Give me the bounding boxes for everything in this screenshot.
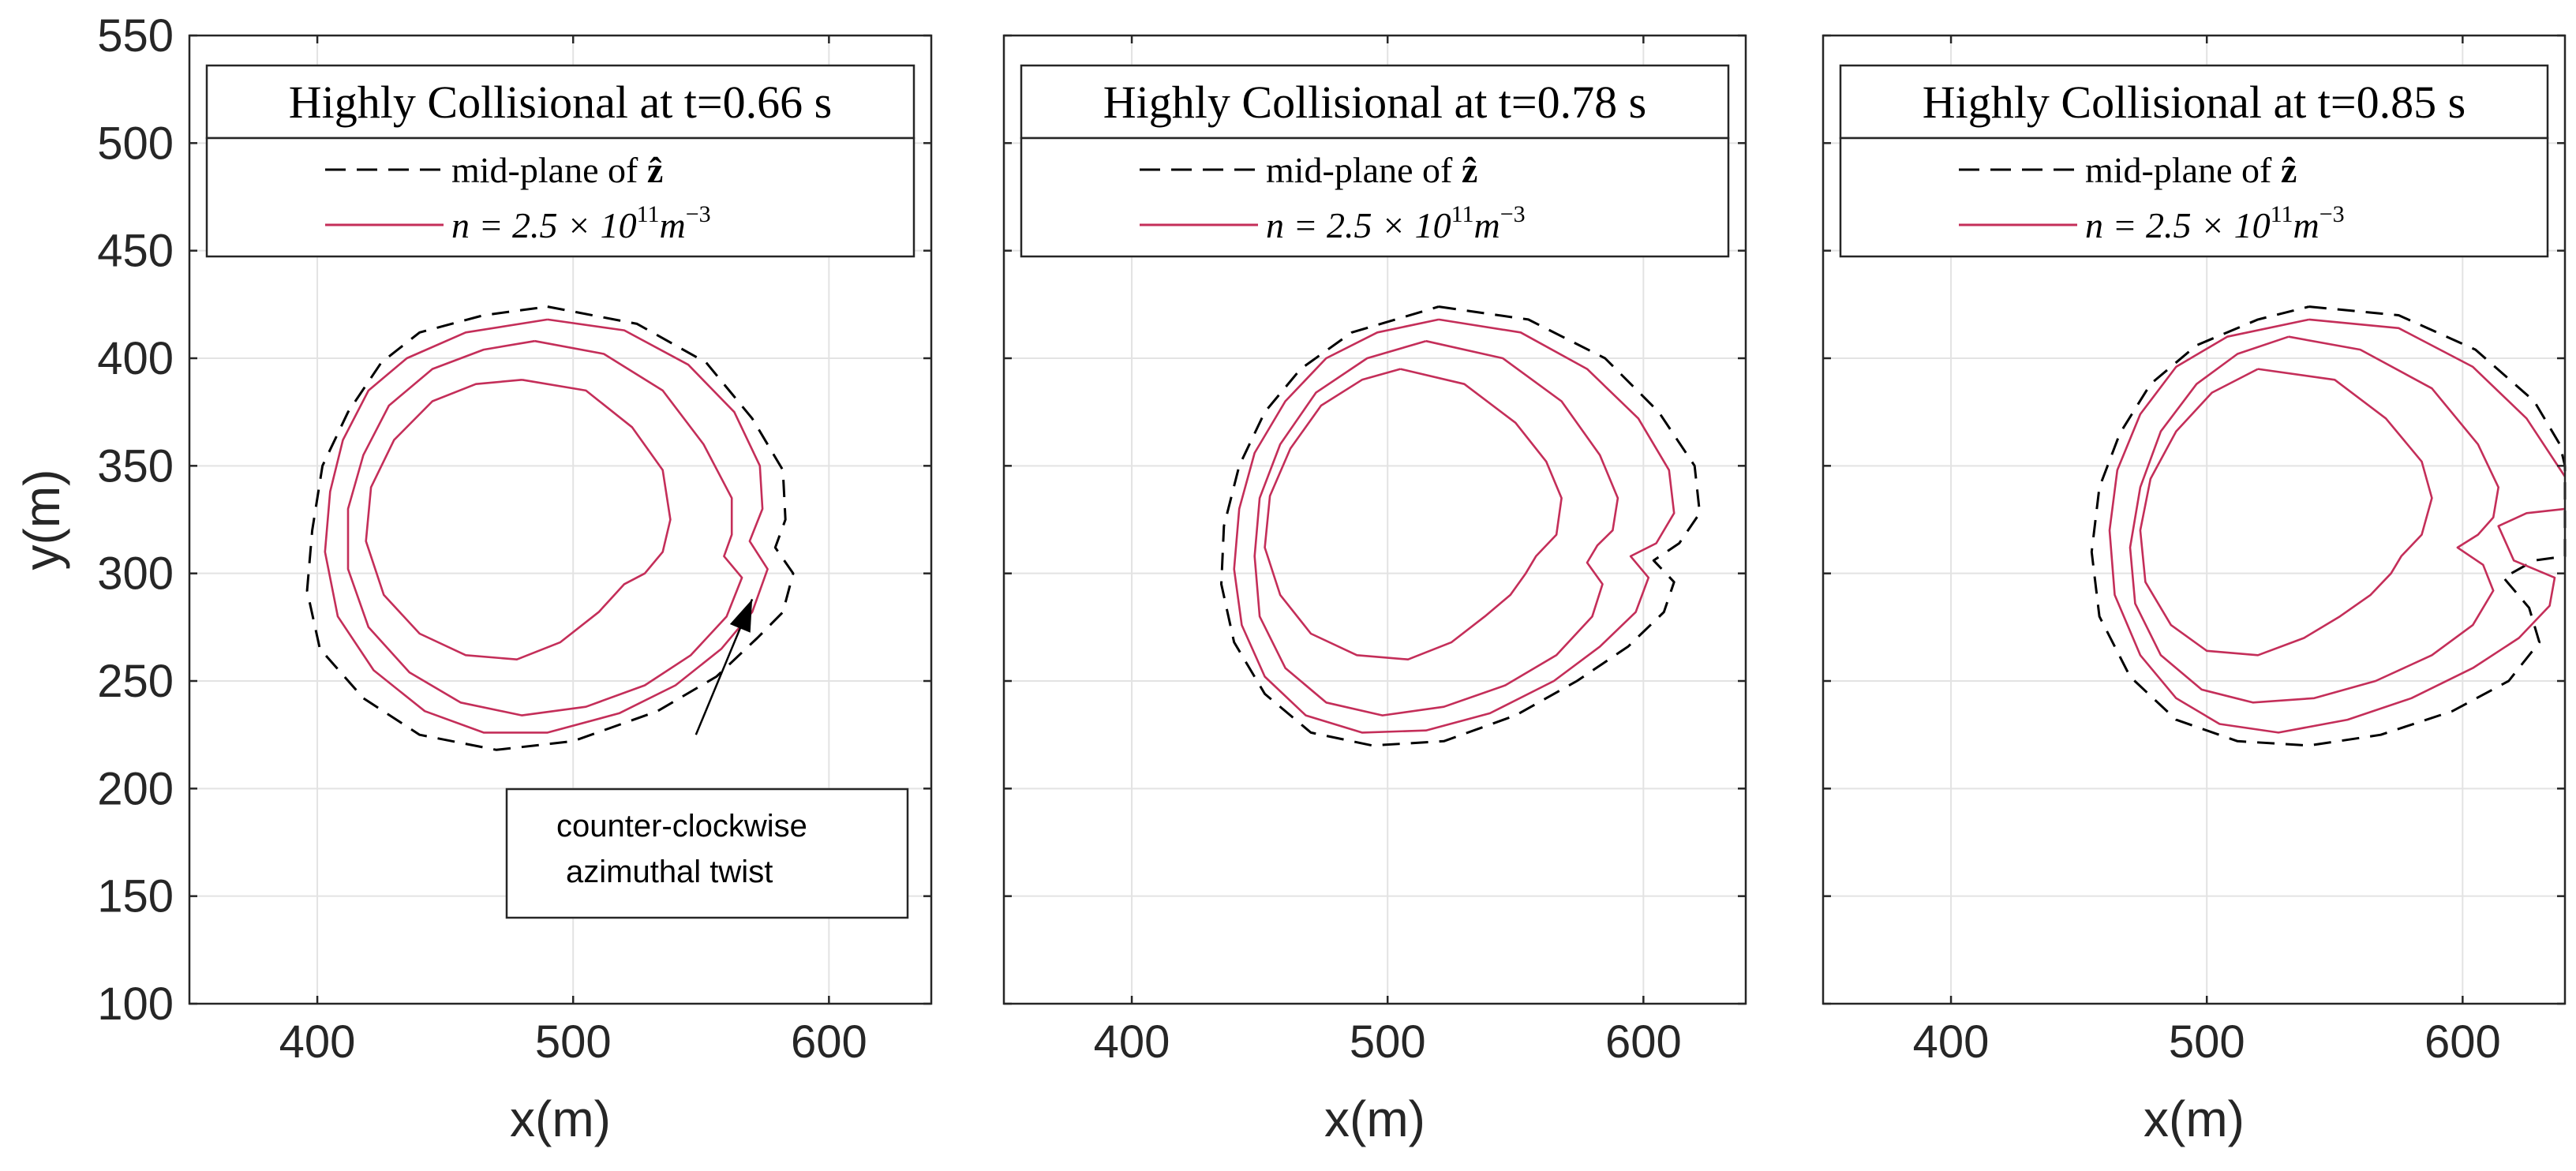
y-tick-label: 100 (97, 978, 174, 1030)
panel-1: 400 500 600 100 150 200 250 300 350 400 450 500 550 x… (13, 10, 933, 1147)
panel-title: Highly Collisional at t=0.85 s (1923, 77, 2466, 128)
y-tick-label: 350 (97, 440, 174, 492)
y-tick-label: 300 (97, 548, 174, 600)
density-contour-1 (1233, 318, 1676, 734)
legend-box (1839, 137, 2549, 258)
y-tick-label: 450 (97, 226, 174, 277)
midplane-contour (305, 305, 795, 751)
annotation-box (505, 788, 909, 919)
x-axis-label: x(m) (1324, 1091, 1425, 1147)
axes-box (1002, 34, 1747, 1005)
midplane-contour (1220, 305, 1702, 747)
y-tick-label: 550 (97, 10, 174, 62)
annotation-line-1: counter-clockwise (556, 809, 807, 844)
density-contour-2 (346, 339, 743, 716)
panel-2: 400 500 600 x(m) Highly Collisional at t=0.7… (1002, 34, 1747, 1147)
x-axis-label: x(m) (510, 1091, 611, 1147)
x-tick-label: 600 (2424, 1016, 2501, 1068)
y-tick-label: 200 (97, 763, 174, 814)
density-contour-1 (2308, 318, 2567, 477)
x-tick-label: 500 (535, 1016, 612, 1068)
x-tick-label: 600 (1605, 1016, 1682, 1068)
x-tick-label: 500 (1350, 1016, 1426, 1068)
panel-title: Highly Collisional at t=0.66 s (289, 77, 832, 128)
legend-label-density: n = 2.5 × 1011m−3 (1266, 201, 1526, 245)
x-tick-label: 400 (1913, 1016, 1990, 1068)
midplane-contour (2090, 305, 2567, 747)
density-contour-3 (2129, 335, 2499, 704)
annotation-arrow-head (729, 599, 753, 633)
x-axis-label: x(m) (2144, 1091, 2245, 1147)
legend-box (1020, 137, 1730, 258)
title-box (1839, 64, 2549, 140)
legend-label-midplane: mid-plane of ẑ (2085, 150, 2297, 190)
axes-box (1822, 34, 2567, 1005)
x-tick-label: 400 (1094, 1016, 1170, 1068)
axes-box (188, 34, 933, 1005)
legend-label-midplane: mid-plane of ẑ (451, 150, 663, 190)
density-contour-2 (1253, 339, 1619, 716)
panel-title: Highly Collisional at t=0.78 s (1103, 77, 1646, 128)
y-tick-label: 400 (97, 333, 174, 384)
y-tick-label: 250 (97, 656, 174, 707)
density-contour-3 (1264, 368, 1563, 660)
legend-label-density: n = 2.5 × 1011m−3 (451, 201, 711, 245)
density-contour-1 (324, 318, 769, 734)
legend-box (205, 137, 915, 258)
title-box (1020, 64, 1730, 140)
x-tick-label: 400 (279, 1016, 356, 1068)
panel-3: 400 500 600 x(m) Highly Collisional at t=0.8… (1822, 34, 2567, 1147)
x-tick-label: 600 (791, 1016, 867, 1068)
y-tick-label: 150 (97, 871, 174, 922)
x-tick-label: 500 (2169, 1016, 2245, 1068)
legend-label-midplane: mid-plane of ẑ (1266, 150, 1477, 190)
legend-label-density: n = 2.5 × 1011m−3 (2085, 201, 2345, 245)
y-tick-label: 500 (97, 118, 174, 169)
density-contour-3 (365, 379, 672, 660)
density-contour-2 (2108, 318, 2566, 734)
annotation-line-2: azimuthal twist (566, 855, 773, 889)
title-box (205, 64, 915, 140)
density-contour-4 (2139, 368, 2433, 657)
y-axis-label: y(m) (13, 470, 70, 571)
